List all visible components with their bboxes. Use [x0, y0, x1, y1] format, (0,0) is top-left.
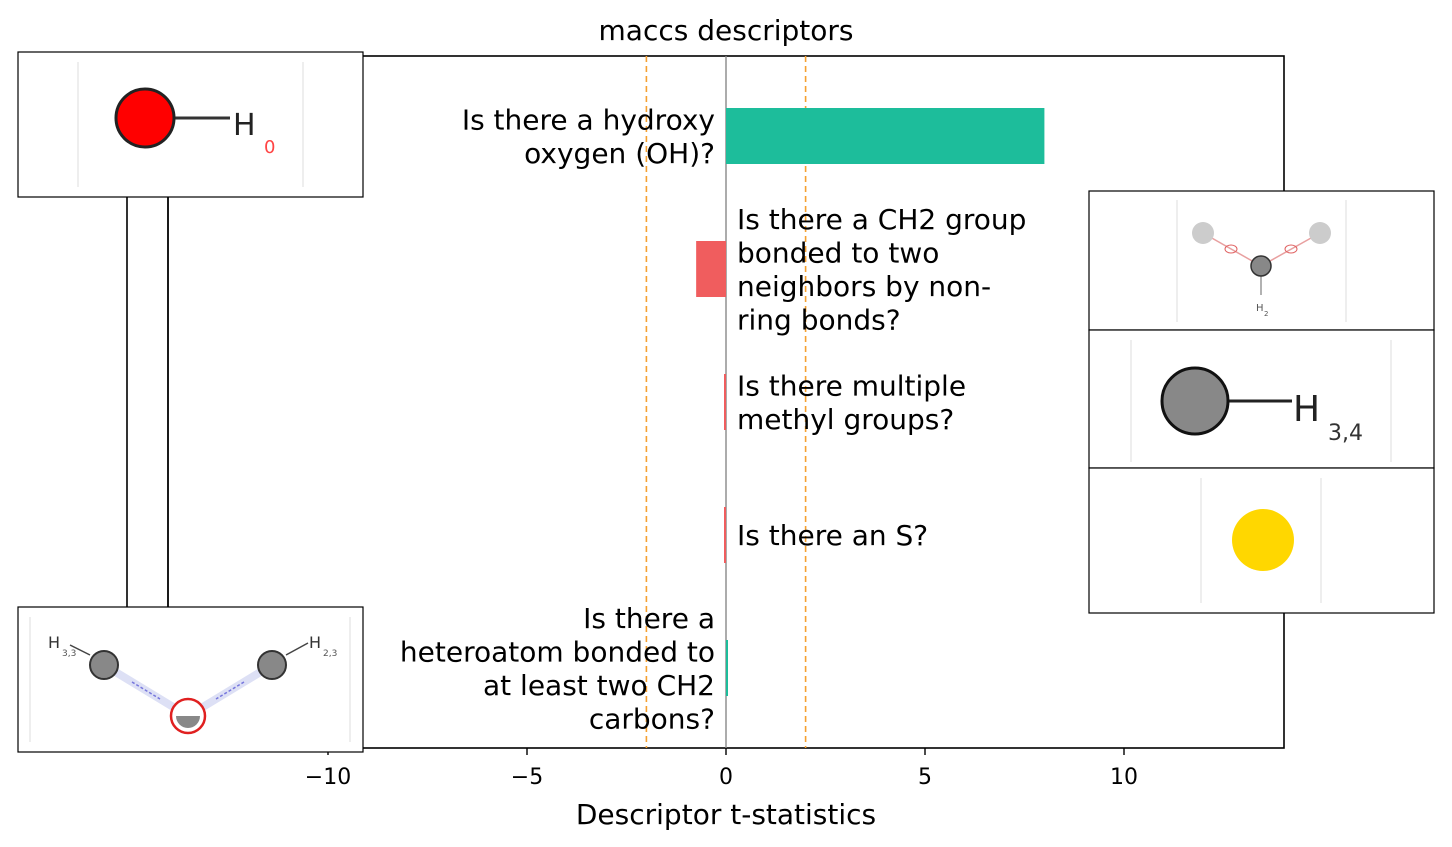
category-label: Is there multiple methyl groups?: [737, 369, 966, 436]
molecule-image-heteroatom: H 3,3 H 2,3: [17, 606, 364, 753]
svg-text:H: H: [309, 633, 321, 652]
bar: [696, 241, 726, 297]
svg-text:2: 2: [1264, 310, 1268, 318]
category-label: Is there an S?: [737, 519, 928, 552]
category-label: Is there a heteroatom bonded to at least t…: [400, 602, 715, 736]
svg-text:0: 0: [264, 137, 275, 158]
svg-text:3,3: 3,3: [62, 649, 76, 659]
x-tick-label: 0: [719, 765, 733, 790]
x-tick-label: 5: [918, 765, 932, 790]
x-tick-label: −10: [305, 765, 351, 790]
molecule-image-ch2: H 2: [1088, 190, 1435, 331]
svg-text:H: H: [1293, 389, 1320, 430]
x-tick-label: 10: [1110, 765, 1138, 790]
svg-text:H: H: [48, 633, 60, 652]
chart-title: maccs descriptors: [599, 14, 854, 47]
bar-labels: Is there a hydroxy oxygen (OH)? Is there a…: [400, 103, 1027, 735]
chart-marks: [645, 56, 1045, 748]
x-tick-label: −5: [511, 765, 543, 790]
molecule-image-methyl: H 3,4: [1088, 329, 1435, 469]
bar: [724, 374, 726, 430]
svg-text:3,4: 3,4: [1328, 421, 1363, 446]
bar: [726, 108, 1045, 164]
svg-text:2,3: 2,3: [323, 649, 337, 659]
category-label: Is there a CH2 group bonded to two neighbo…: [737, 203, 1026, 337]
category-label: Is there a hydroxy oxygen (OH)?: [462, 103, 715, 170]
x-axis: −10 −5 0 5 10: [305, 748, 1138, 790]
svg-text:H: H: [1256, 303, 1264, 314]
molecule-image-sulfur: [1088, 467, 1435, 614]
bar: [726, 640, 728, 696]
x-axis-label: Descriptor t-statistics: [576, 798, 876, 831]
bar: [724, 507, 726, 563]
molecule-image-hydroxy: H 0: [17, 51, 364, 198]
svg-text:H: H: [233, 108, 256, 143]
